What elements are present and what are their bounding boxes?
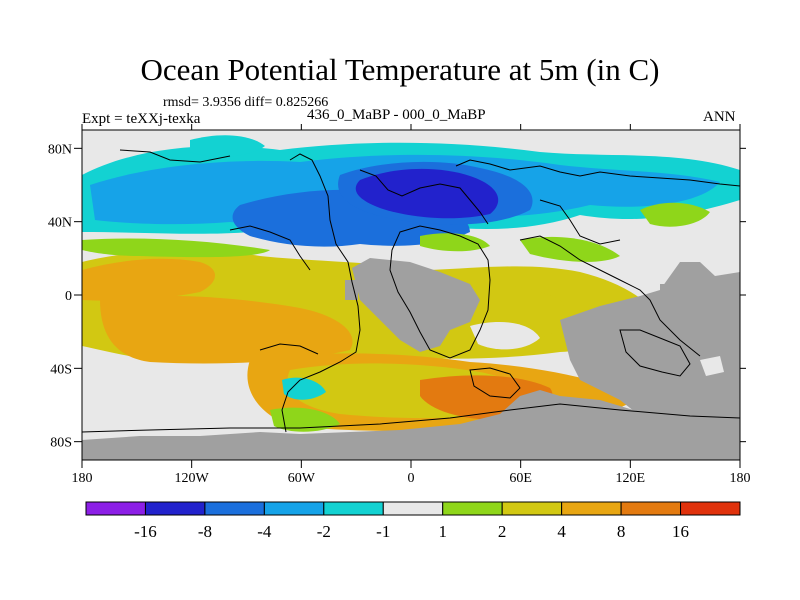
experiment-label: Expt = teXXj-texka — [82, 111, 201, 127]
colorbar-label: -2 — [317, 522, 331, 541]
colorbar-swatch — [263, 501, 325, 516]
rmsd-diff-stats: rmsd= 3.9356 diff= 0.825266 — [163, 95, 329, 110]
colorbar-swatch — [323, 501, 384, 516]
x-tick-label: 120E — [616, 471, 646, 486]
chart-title: Ocean Potential Temperature at 5m (in C) — [140, 52, 660, 87]
latitude-axis: 80N 40N 0 40S 80S — [48, 142, 746, 451]
x-tick-label: 180 — [730, 471, 751, 486]
y-tick-label: 80N — [48, 142, 72, 157]
longitude-axis: 180 120W 60W 0 60E 120E 180 — [72, 124, 751, 486]
colorbar-label: 4 — [557, 522, 566, 541]
continent-outlines — [82, 149, 740, 433]
colorbar-swatch — [561, 501, 622, 516]
season-label: ANN — [703, 109, 736, 125]
colorbar-swatch — [680, 501, 741, 516]
colorbar-swatch — [204, 501, 265, 516]
colorbar-label: 16 — [672, 522, 689, 541]
colorbar-label: 1 — [438, 522, 447, 541]
colorbar: -16 -8 -4 -2 -1 1 2 4 8 16 — [85, 501, 741, 541]
y-tick-label: 40N — [48, 216, 72, 231]
x-tick-label: 180 — [72, 471, 93, 486]
y-tick-label: 80S — [50, 436, 72, 451]
y-tick-label: 40S — [50, 362, 72, 377]
colorbar-swatch — [442, 501, 503, 516]
x-tick-label: 60E — [509, 471, 532, 486]
difference-label: 436_0_MaBP - 000_0_MaBP — [307, 107, 486, 123]
colorbar-swatch — [501, 501, 563, 516]
y-tick-label: 0 — [65, 289, 72, 304]
colorbar-label: 2 — [498, 522, 507, 541]
x-tick-label: 60W — [288, 471, 316, 486]
x-tick-label: 0 — [408, 471, 415, 486]
colorbar-swatch — [85, 501, 146, 516]
colorbar-swatch — [144, 501, 206, 516]
colorbar-swatch — [382, 501, 444, 516]
temperature-anomaly-field — [82, 130, 740, 460]
colorbar-label: -4 — [257, 522, 272, 541]
colorbar-label: -1 — [376, 522, 390, 541]
colorbar-label: -16 — [134, 522, 157, 541]
colorbar-label: -8 — [198, 522, 212, 541]
x-tick-label: 120W — [175, 471, 210, 486]
colorbar-label: 8 — [617, 522, 626, 541]
colorbar-swatch — [620, 501, 682, 516]
